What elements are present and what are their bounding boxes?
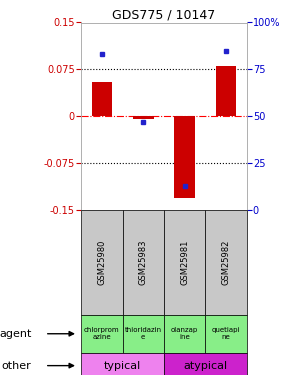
Text: agent: agent [0, 329, 32, 339]
Text: GSM25981: GSM25981 [180, 240, 189, 285]
Bar [81, 210, 122, 315]
Text: atypical: atypical [183, 361, 227, 370]
Text: GSM25982: GSM25982 [221, 240, 230, 285]
Text: quetiapi
ne: quetiapi ne [212, 327, 240, 340]
Text: GSM25983: GSM25983 [139, 240, 148, 285]
Bar [174, 116, 195, 198]
Title: GDS775 / 10147: GDS775 / 10147 [112, 8, 215, 21]
Bar [164, 315, 205, 352]
Text: thioridazin
e: thioridazin e [125, 327, 162, 340]
Bar [81, 352, 164, 375]
Bar [122, 210, 164, 315]
Bar [164, 352, 246, 375]
Bar [205, 315, 246, 352]
Text: GSM25980: GSM25980 [97, 240, 106, 285]
Bar [81, 315, 122, 352]
Bar [133, 116, 153, 119]
Text: other: other [2, 361, 32, 370]
Bar [122, 315, 164, 352]
Bar [215, 66, 236, 116]
Bar [205, 210, 246, 315]
Text: olanzap
ine: olanzap ine [171, 327, 198, 340]
Bar [164, 210, 205, 315]
Bar [92, 82, 112, 116]
Text: chlorprom
azine: chlorprom azine [84, 327, 120, 340]
Text: typical: typical [104, 361, 141, 370]
